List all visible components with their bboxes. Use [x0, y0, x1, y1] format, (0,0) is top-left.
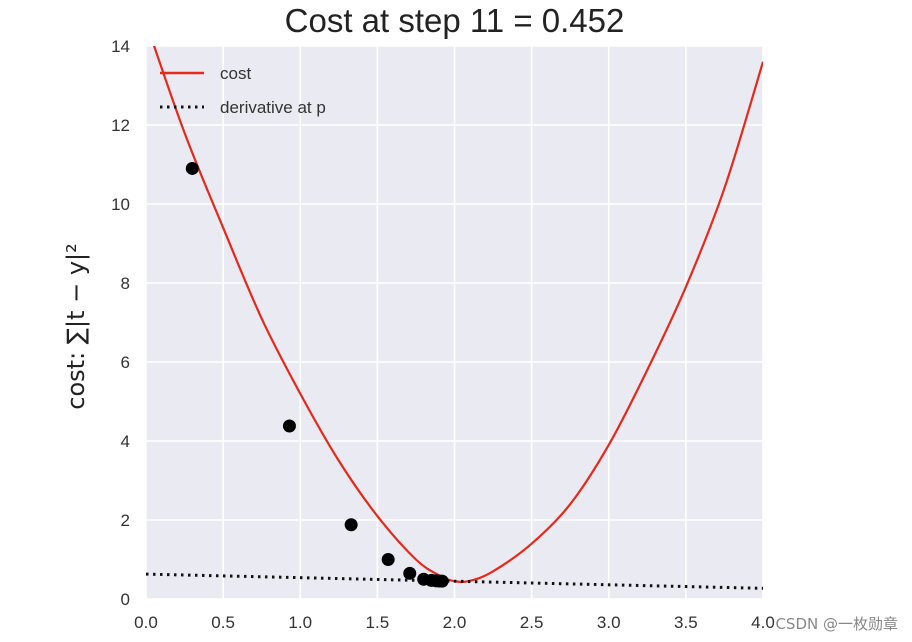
legend: cost derivative at p [160, 64, 326, 117]
step-point [282, 419, 296, 433]
x-tick-label: 3.5 [674, 613, 698, 632]
x-tick-label: 2.5 [520, 613, 544, 632]
step-point [344, 518, 358, 532]
chart-title: Cost at step 11 = 0.452 [285, 2, 625, 39]
y-tick-label: 14 [111, 37, 130, 56]
y-tick-label: 4 [121, 432, 130, 451]
step-point [185, 161, 199, 175]
y-tick-label: 6 [121, 353, 130, 372]
grid [145, 45, 764, 600]
legend-label: derivative at p [220, 98, 326, 117]
y-axis-label: cost: ∑|t − y|² [62, 243, 90, 409]
x-tick-label: 4.0 [751, 613, 775, 632]
x-tick-label: 1.5 [366, 613, 390, 632]
x-tick-label: 2.0 [443, 613, 467, 632]
y-tick-label: 0 [121, 590, 130, 609]
step-point [435, 574, 449, 588]
x-tick-label: 0.5 [211, 613, 235, 632]
y-tick-label: 8 [121, 274, 130, 293]
y-tick-labels: 0 2 4 6 8 10 12 14 [111, 37, 130, 609]
x-tick-label: 1.0 [288, 613, 312, 632]
x-tick-labels: 0.0 0.5 1.0 1.5 2.0 2.5 3.0 3.5 4.0 [134, 613, 775, 632]
y-tick-label: 2 [121, 511, 130, 530]
x-tick-label: 3.0 [597, 613, 621, 632]
x-tick-label: 0.0 [134, 613, 158, 632]
series-layer [146, 46, 763, 590]
step-point [403, 566, 417, 580]
y-tick-label: 10 [111, 195, 130, 214]
y-tick-label: 12 [111, 116, 130, 135]
derivative-line [146, 572, 763, 590]
watermark: CSDN @一枚勋章 [775, 615, 898, 633]
legend-label: cost [220, 64, 251, 83]
step-point [381, 553, 395, 566]
